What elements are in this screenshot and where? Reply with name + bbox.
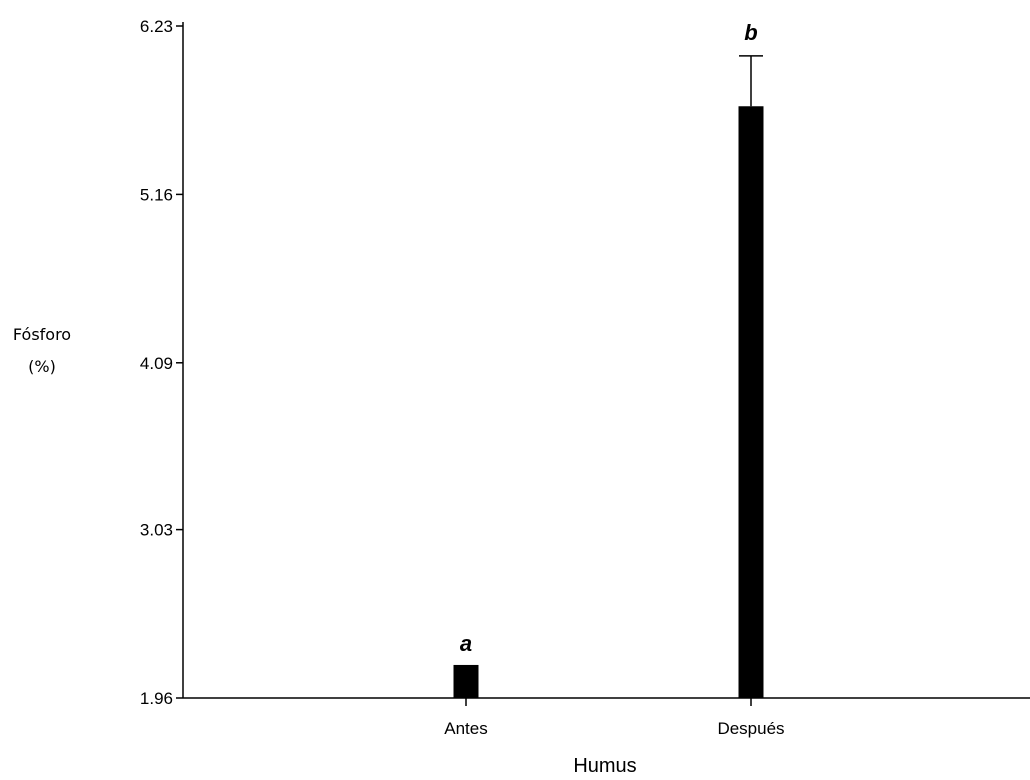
x-tick-label: Antes [444,719,487,738]
y-axis-label-line-1: Fósforo [13,325,71,344]
y-axis-label-line-2: (%) [28,357,56,376]
y-tick-label: 5.16 [140,185,173,204]
y-tick-label: 1.96 [140,689,173,708]
bars: ab [453,20,764,698]
y-tick-label: 6.23 [140,17,173,36]
y-ticks: 1.96 3.03 4.09 5.16 6.23 [140,17,183,708]
significance-label: b [744,20,757,45]
y-tick-label: 4.09 [140,354,173,373]
x-axis-title: Humus [573,755,636,777]
bar-después [738,106,764,698]
x-ticks: Antes Después [444,698,785,738]
y-axis-label: Fósforo (%) [13,325,71,376]
significance-label: a [460,631,472,656]
x-tick-label: Después [717,719,784,738]
bar-antes [453,664,479,698]
y-tick-label: 3.03 [140,521,173,540]
